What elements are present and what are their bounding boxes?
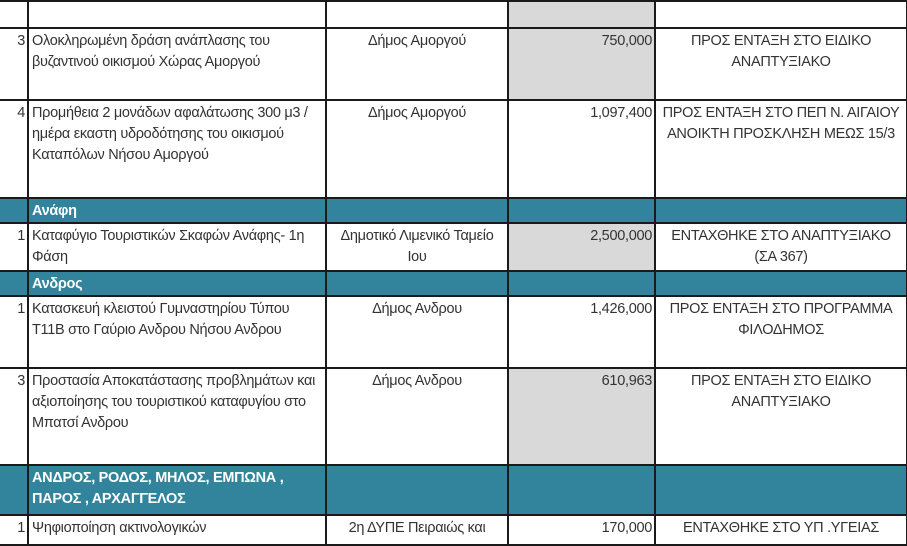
- table-row: 1 Ψηφιοποίηση ακτινολογικών 2η ΔΥΠΕ Πειρ…: [0, 514, 907, 546]
- table-row: 3 Ολοκληρωμένη δράση ανάπλασης του βυζαν…: [0, 27, 907, 101]
- row-number: [0, 0, 29, 29]
- section-header-row: Ανδρος: [0, 270, 907, 297]
- status: ΠΡΟΣ ΕΝΤΑΞΗ ΣΤΟ ΕΙΔΙΚΟ ΑΝΑΠΤΥΞΙΑΚΟ: [654, 367, 907, 466]
- section-title: ΑΝΔΡΟΣ, ΡΟΔΟΣ, ΜΗΛΟΣ, ΕΜΠΩΝΑ , ΠΑΡΟΣ , Α…: [27, 464, 327, 516]
- section-title: Ανδρος: [27, 270, 327, 297]
- status: ΠΡΟΣ ΕΝΤΑΞΗ ΣΤΟ ΠΡΟΓΡΑΜΜΑ ΦΙΛΟΔΗΜΟΣ: [654, 295, 907, 369]
- band-cell: [507, 270, 656, 297]
- budget-amount: [507, 0, 656, 29]
- row-number: 1: [0, 514, 29, 546]
- band-num-cell: [0, 197, 29, 224]
- section-header-row: Ανάφη: [0, 197, 907, 224]
- band-cell: [507, 197, 656, 224]
- project-description: Προμήθεια 2 μονάδων αφαλάτωσης 300 μ3 / …: [27, 99, 327, 199]
- band-num-cell: [0, 270, 29, 297]
- status: ΕΝΤΑΧΘΗΚΕ ΣΤΟ ΥΠ .ΥΓΕΙΑΣ: [654, 514, 907, 546]
- table-row: 1 Κατασκευή κλειστού Γυμναστηρίου Τύπου …: [0, 295, 907, 369]
- band-cell: [325, 197, 509, 224]
- budget-amount: 170,000: [507, 514, 656, 546]
- row-number: 3: [0, 367, 29, 466]
- row-number: 1: [0, 295, 29, 369]
- municipality: Δήμος Αμοργού: [325, 27, 509, 101]
- project-description: Κατασκευή κλειστού Γυμναστηρίου Τύπου Τ1…: [27, 295, 327, 369]
- band-cell: [507, 464, 656, 516]
- budget-amount: 1,097,400: [507, 99, 656, 199]
- municipality: 2η ΔΥΠΕ Πειραιώς και: [325, 514, 509, 546]
- table-row: [0, 0, 907, 29]
- project-description: Καταφύγιο Τουριστικών Σκαφών Ανάφης- 1η …: [27, 222, 327, 272]
- project-description: Προστασία Αποκατάστασης προβλημάτων και …: [27, 367, 327, 466]
- row-number: 1: [0, 222, 29, 272]
- table-row: 3 Προστασία Αποκατάστασης προβλημάτων κα…: [0, 367, 907, 466]
- band-cell: [325, 270, 509, 297]
- status: ΠΡΟΣ ΕΝΤΑΞΗ ΣΤΟ ΕΙΔΙΚΟ ΑΝΑΠΤΥΞΙΑΚΟ: [654, 27, 907, 101]
- municipality: Δήμος Ανδρου: [325, 367, 509, 466]
- budget-amount: 1,426,000: [507, 295, 656, 369]
- status: ΠΡΟΣ ΕΝΤΑΞΗ ΣΤΟ ΠΕΠ Ν. ΑΙΓΑΙΟΥ ΑΝΟΙΚΤΗ Π…: [654, 99, 907, 199]
- project-description: Ολοκληρωμένη δράση ανάπλασης του βυζαντι…: [27, 27, 327, 101]
- status: [654, 0, 907, 29]
- table-row: 1 Καταφύγιο Τουριστικών Σκαφών Ανάφης- 1…: [0, 222, 907, 272]
- municipality: Δήμος Αμοργού: [325, 99, 509, 199]
- budget-amount: 750,000: [507, 27, 656, 101]
- section-title: Ανάφη: [27, 197, 327, 224]
- project-description: [27, 0, 327, 29]
- budget-amount: 2,500,000: [507, 222, 656, 272]
- band-cell: [654, 270, 907, 297]
- band-cell: [654, 197, 907, 224]
- status: ΕΝΤΑΧΘΗΚΕ ΣΤΟ ΑΝΑΠΤΥΞΙΑΚΟ (ΣΑ 367): [654, 222, 907, 272]
- budget-amount: 610,963: [507, 367, 656, 466]
- band-cell: [325, 464, 509, 516]
- municipality: [325, 0, 509, 29]
- municipality: Δήμος Ανδρου: [325, 295, 509, 369]
- project-description: Ψηφιοποίηση ακτινολογικών: [27, 514, 327, 546]
- row-number: 4: [0, 99, 29, 199]
- municipality: Δημοτικό Λιμενικό Ταμείο Ιου: [325, 222, 509, 272]
- band-cell: [654, 464, 907, 516]
- band-num-cell: [0, 464, 29, 516]
- section-header-row: ΑΝΔΡΟΣ, ΡΟΔΟΣ, ΜΗΛΟΣ, ΕΜΠΩΝΑ , ΠΑΡΟΣ , Α…: [0, 464, 907, 516]
- row-number: 3: [0, 27, 29, 101]
- table-row: 4 Προμήθεια 2 μονάδων αφαλάτωσης 300 μ3 …: [0, 99, 907, 199]
